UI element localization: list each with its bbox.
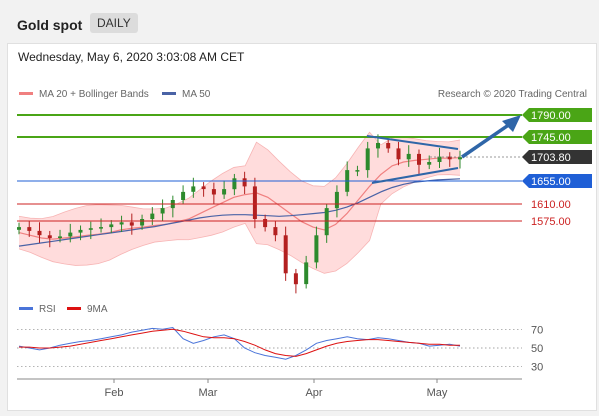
rsi-level-label-30: 30 — [531, 362, 543, 374]
candle-body — [263, 219, 268, 228]
candle-body — [27, 227, 32, 231]
candle-body — [109, 224, 114, 228]
ma50-legend-swatch — [162, 92, 176, 95]
price-panel — [17, 131, 462, 294]
nine-ma-legend-swatch — [67, 307, 81, 310]
level-label-1790.00: 1790.00 — [531, 110, 571, 122]
triangle-lower-trendline — [371, 167, 459, 184]
level-tag-1745.00 — [522, 130, 592, 144]
ma50-legend-label: MA 50 — [182, 89, 211, 100]
candle-body — [211, 189, 216, 195]
candle-body — [47, 235, 52, 238]
candle-body — [458, 157, 462, 160]
trendline-drawings — [366, 115, 521, 184]
candle-body — [406, 153, 411, 160]
candle-body — [334, 191, 339, 209]
candle-body — [293, 273, 298, 285]
ma50-line — [18, 178, 461, 247]
level-label-1575.00: 1575.00 — [531, 216, 571, 228]
candle-body — [17, 227, 21, 230]
candle-body — [232, 178, 237, 190]
ma20-legend-label: MA 20 + Bollinger Bands — [39, 89, 149, 100]
candle-body — [37, 230, 42, 236]
rsi-level-label-70: 70 — [531, 324, 543, 336]
candle-body — [427, 162, 432, 165]
candle-body — [150, 213, 155, 219]
candle-body — [88, 228, 93, 230]
x-tick-label-mar: Mar — [199, 387, 218, 399]
candle-body — [396, 148, 401, 160]
candle-body — [386, 143, 391, 149]
price-levels: 1790.00 1745.00 1703.80 1655.00 1610.00 1575.… — [17, 108, 592, 228]
level-label-1745.00: 1745.00 — [531, 132, 571, 144]
level-label-1703.80: 1703.80 — [531, 152, 571, 164]
bollinger-lower-line — [18, 174, 461, 274]
candle-body — [222, 189, 227, 195]
period-badge[interactable]: DAILY — [90, 13, 138, 33]
candle-body — [140, 219, 145, 226]
level-label-1655.00: 1655.00 — [531, 176, 571, 188]
x-tick-label-may: May — [427, 387, 448, 399]
rsi-level-label-50: 50 — [531, 343, 543, 355]
candle-body — [58, 236, 62, 238]
x-tick-label-feb: Feb — [105, 387, 124, 399]
candle-body — [68, 232, 73, 237]
rsi-legend-swatch — [19, 307, 33, 310]
candle-body — [314, 235, 319, 263]
candle-body — [252, 186, 257, 219]
candle-body — [201, 186, 206, 190]
level-tag-1790.00 — [522, 108, 592, 122]
candle-body — [355, 170, 360, 172]
nine-ma-legend-label: 9MA — [87, 304, 108, 315]
candle-body — [160, 208, 165, 214]
bollinger-upper-line — [18, 131, 461, 219]
breakout-arrow-shaft — [461, 122, 511, 159]
instrument-title: Gold spot — [17, 17, 83, 33]
candle-body — [304, 262, 309, 285]
candle-body — [129, 222, 134, 226]
candle-body — [447, 156, 452, 160]
level-label-1610.00: 1610.00 — [531, 199, 571, 211]
candle-body — [365, 148, 370, 171]
candle-body — [324, 208, 329, 236]
nine-ma-line — [19, 328, 460, 357]
candle-body — [181, 191, 186, 200]
candle-body — [376, 143, 380, 149]
candle-body — [78, 229, 83, 233]
ma20-legend-swatch — [19, 92, 33, 95]
level-tag-1703.80 — [522, 150, 592, 164]
x-axis: Feb Mar Apr May — [105, 379, 448, 399]
candle-body — [242, 178, 247, 187]
candle-body — [191, 186, 196, 192]
x-tick-label-apr: Apr — [305, 387, 322, 399]
triangle-upper-trendline — [366, 135, 459, 150]
candle-body — [417, 153, 421, 165]
candle-body — [119, 222, 124, 225]
ma20-line — [18, 157, 461, 240]
breakout-arrow-head — [502, 115, 521, 132]
candle-body — [437, 156, 442, 162]
rsi-panel: 70 50 30 — [17, 324, 543, 374]
candle-body — [273, 227, 278, 236]
timestamp: Wednesday, May 6, 2020 3:03:08 AM CET — [18, 50, 245, 64]
rsi-legend-label: RSI — [39, 304, 56, 315]
rsi-line — [18, 326, 461, 360]
bollinger-band — [19, 132, 460, 274]
level-tag-1655.00 — [522, 174, 592, 188]
credit-text: Research © 2020 Trading Central — [438, 89, 587, 100]
candle-body — [99, 227, 103, 229]
candle-body — [283, 235, 288, 274]
